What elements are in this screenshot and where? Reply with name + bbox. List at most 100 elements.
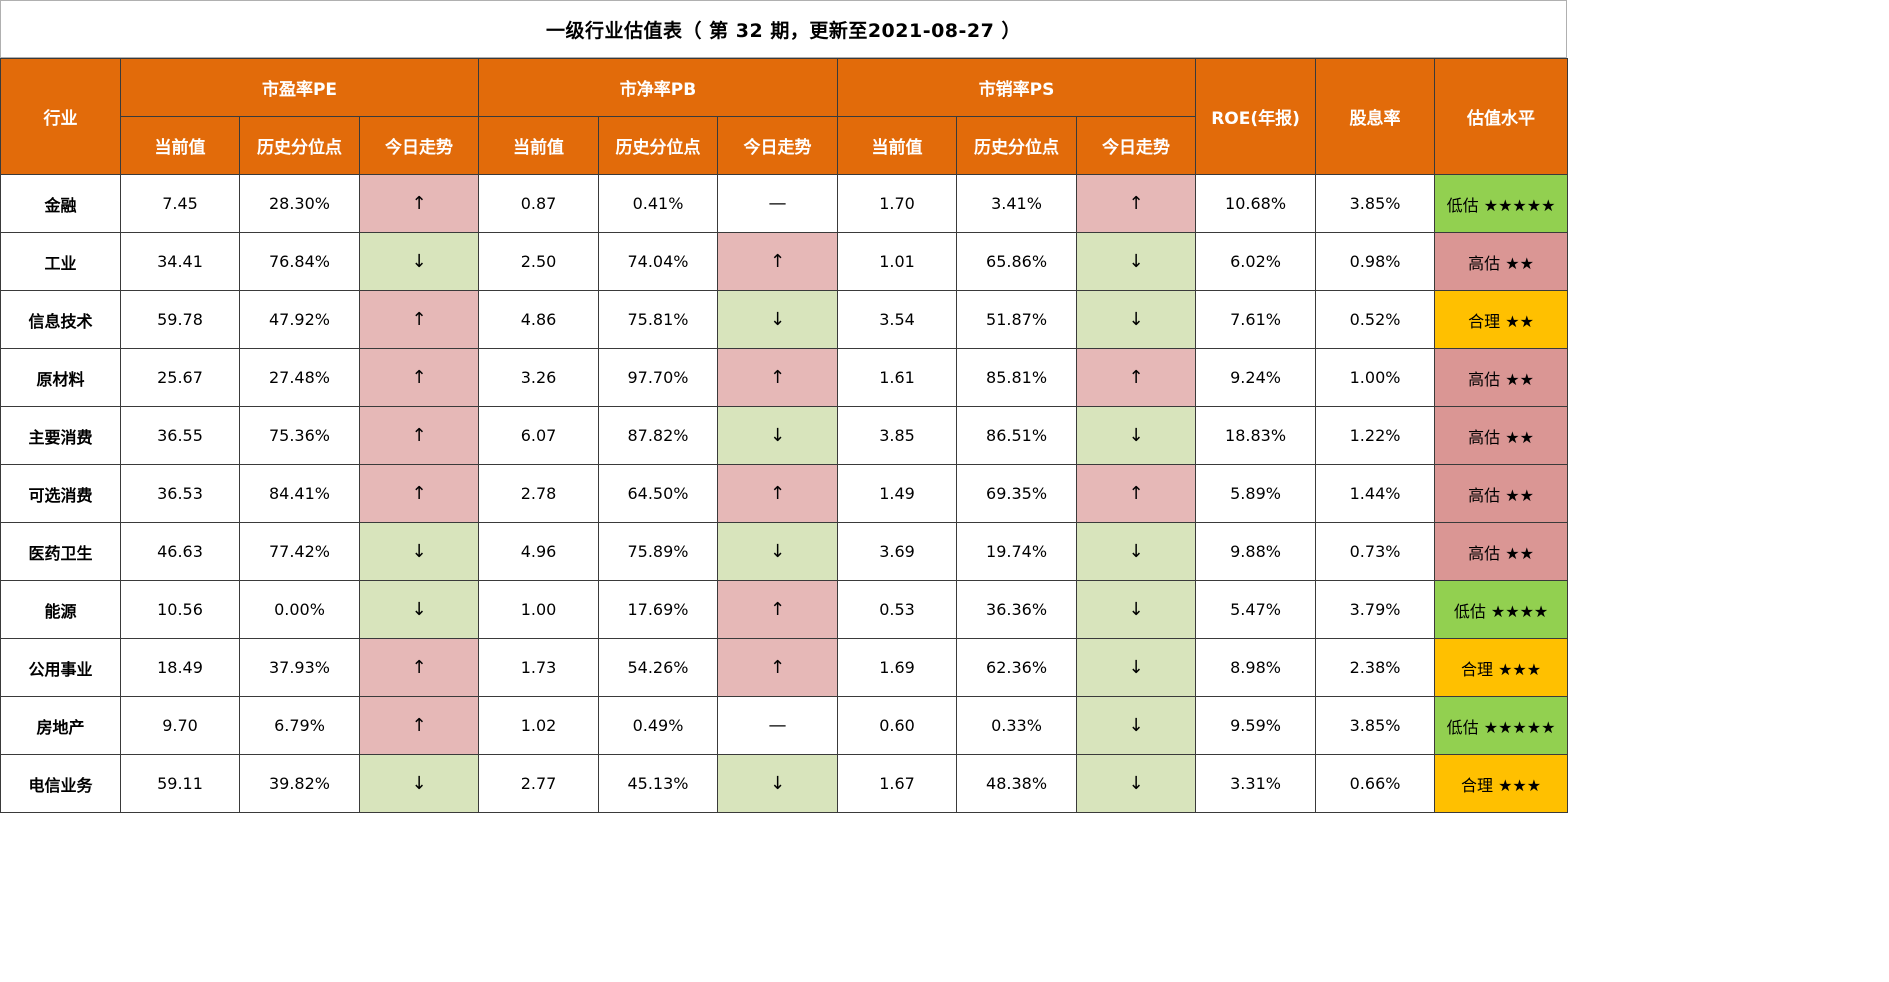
cell-roe: 9.88%	[1195, 522, 1317, 581]
cell-ps-current: 3.54	[837, 290, 958, 349]
cell-valuation-level: 低估 ★★★★	[1434, 580, 1569, 639]
cell-industry: 金融	[0, 174, 121, 233]
header-pe-trend: 今日走势	[359, 116, 479, 175]
cell-roe: 6.02%	[1195, 232, 1317, 291]
cell-pb-trend: ↓	[716, 406, 839, 465]
cell-ps-percentile: 85.81%	[956, 348, 1078, 407]
cell-ps-current: 1.49	[837, 464, 958, 523]
cell-pb-percentile: 74.04%	[598, 232, 718, 291]
table-row: 公用事业 18.49 37.93% ↑ 1.73 54.26% ↑ 1.69 62.36% ↓ 8.…	[0, 638, 1569, 697]
cell-ps-current: 1.67	[837, 754, 958, 813]
table-row: 能源 10.56 0.00% ↓ 1.00 17.69% ↑ 0.53 36.36% ↓ 5.47%…	[0, 580, 1569, 639]
cell-pe-percentile: 6.79%	[239, 696, 360, 755]
cell-dividend: 3.79%	[1315, 580, 1436, 639]
cell-industry: 能源	[0, 580, 121, 639]
cell-pe-percentile: 39.82%	[239, 754, 360, 813]
cell-pe-trend: ↑	[359, 464, 479, 523]
cell-pe-percentile: 77.42%	[239, 522, 360, 581]
cell-dividend: 0.73%	[1315, 522, 1436, 581]
cell-ps-percentile: 86.51%	[956, 406, 1078, 465]
header-pb-percentile: 历史分位点	[598, 116, 718, 175]
cell-ps-percentile: 62.36%	[956, 638, 1078, 697]
header-pb-group: 市净率PB	[477, 58, 839, 117]
cell-pe-current: 36.53	[120, 464, 240, 523]
cell-pe-current: 18.49	[120, 638, 240, 697]
cell-roe: 18.83%	[1195, 406, 1317, 465]
cell-ps-current: 1.69	[837, 638, 958, 697]
cell-pb-trend: —	[716, 696, 839, 755]
cell-ps-current: 0.60	[837, 696, 958, 755]
cell-ps-trend: ↓	[1076, 696, 1197, 755]
cell-pb-percentile: 75.89%	[598, 522, 718, 581]
cell-pb-trend: ↑	[716, 348, 839, 407]
cell-ps-trend: ↓	[1076, 638, 1197, 697]
cell-roe: 9.59%	[1195, 696, 1317, 755]
cell-pe-trend: ↑	[359, 174, 479, 233]
cell-pe-current: 25.67	[120, 348, 240, 407]
cell-ps-trend: ↓	[1076, 406, 1197, 465]
cell-ps-current: 1.61	[837, 348, 958, 407]
cell-dividend: 3.85%	[1315, 696, 1436, 755]
cell-pe-trend: ↓	[359, 232, 479, 291]
table-header: 行业 市盈率PE 市净率PB 市销率PS ROE(年报) 股息率 估值水平 当前…	[0, 58, 1569, 175]
table-title: 一级行业估值表（ 第 32 期，更新至2021-08-27 ）	[0, 0, 1567, 58]
cell-ps-trend: ↑	[1076, 174, 1197, 233]
cell-pb-trend: ↑	[716, 464, 839, 523]
cell-pe-current: 7.45	[120, 174, 240, 233]
table-row: 可选消费 36.53 84.41% ↑ 2.78 64.50% ↑ 1.49 69.35% ↑ 5.…	[0, 464, 1569, 523]
cell-pb-percentile: 54.26%	[598, 638, 718, 697]
table-row: 金融 7.45 28.30% ↑ 0.87 0.41% —1.70 3.41% ↑ 10.68% 3…	[0, 174, 1569, 233]
cell-pe-current: 9.70	[120, 696, 240, 755]
header-ps-percentile: 历史分位点	[956, 116, 1078, 175]
cell-pe-percentile: 37.93%	[239, 638, 360, 697]
cell-dividend: 0.52%	[1315, 290, 1436, 349]
cell-pe-trend: ↓	[359, 580, 479, 639]
cell-ps-percentile: 48.38%	[956, 754, 1078, 813]
cell-pe-current: 59.78	[120, 290, 240, 349]
cell-pb-trend: ↑	[716, 580, 839, 639]
cell-valuation-level: 低估 ★★★★★	[1434, 174, 1569, 233]
cell-pb-percentile: 97.70%	[598, 348, 718, 407]
cell-pe-current: 10.56	[120, 580, 240, 639]
header-ps-trend: 今日走势	[1076, 116, 1197, 175]
cell-ps-trend: ↓	[1076, 232, 1197, 291]
cell-pe-trend: ↑	[359, 290, 479, 349]
table-row: 房地产 9.70 6.79% ↑ 1.02 0.49% —0.60 0.33% ↓ 9.59% 3.…	[0, 696, 1569, 755]
cell-pe-percentile: 76.84%	[239, 232, 360, 291]
table-body: 金融 7.45 28.30% ↑ 0.87 0.41% —1.70 3.41% ↑ 10.68% 3…	[0, 174, 1569, 813]
cell-valuation-level: 高估 ★★	[1434, 522, 1569, 581]
cell-pb-percentile: 0.41%	[598, 174, 718, 233]
cell-industry: 工业	[0, 232, 121, 291]
header-pb-trend: 今日走势	[716, 116, 839, 175]
cell-pb-current: 2.50	[478, 232, 599, 291]
cell-pb-percentile: 87.82%	[598, 406, 718, 465]
cell-roe: 9.24%	[1195, 348, 1317, 407]
cell-pe-percentile: 47.92%	[239, 290, 360, 349]
cell-valuation-level: 合理 ★★★	[1434, 754, 1569, 813]
cell-ps-trend: ↓	[1076, 754, 1197, 813]
cell-pb-current: 2.78	[478, 464, 599, 523]
cell-industry: 可选消费	[0, 464, 121, 523]
cell-roe: 3.31%	[1195, 754, 1317, 813]
cell-ps-current: 1.01	[837, 232, 958, 291]
cell-valuation-level: 高估 ★★	[1434, 406, 1569, 465]
cell-dividend: 0.98%	[1315, 232, 1436, 291]
cell-valuation-level: 合理 ★★★	[1434, 638, 1569, 697]
cell-industry: 医药卫生	[0, 522, 121, 581]
cell-pe-trend: ↑	[359, 696, 479, 755]
cell-dividend: 1.22%	[1315, 406, 1436, 465]
cell-pe-percentile: 28.30%	[239, 174, 360, 233]
cell-pe-current: 34.41	[120, 232, 240, 291]
cell-roe: 5.47%	[1195, 580, 1317, 639]
header-pe-current: 当前值	[120, 116, 240, 175]
cell-pb-percentile: 75.81%	[598, 290, 718, 349]
cell-dividend: 2.38%	[1315, 638, 1436, 697]
header-pb-current: 当前值	[478, 116, 599, 175]
cell-ps-percentile: 36.36%	[956, 580, 1078, 639]
cell-industry: 电信业务	[0, 754, 121, 813]
cell-ps-percentile: 19.74%	[956, 522, 1078, 581]
cell-pe-percentile: 84.41%	[239, 464, 360, 523]
cell-ps-trend: ↑	[1076, 348, 1197, 407]
cell-pe-percentile: 0.00%	[239, 580, 360, 639]
header-valuation-level: 估值水平	[1434, 58, 1569, 175]
